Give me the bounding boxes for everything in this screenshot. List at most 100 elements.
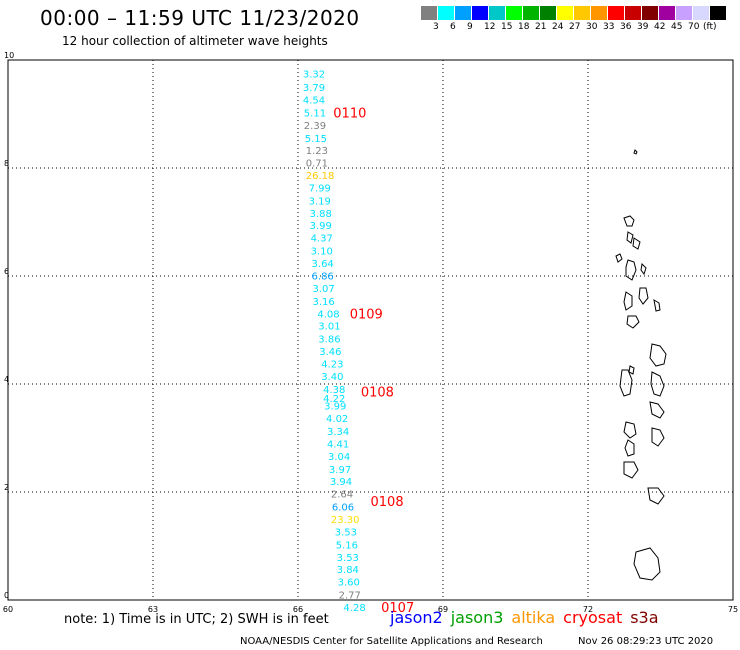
legend-swatch <box>574 6 591 20</box>
legend-swatch <box>659 6 676 20</box>
x-tick-label: 72 <box>583 605 593 614</box>
wave-height-value: 4.08 <box>317 309 339 320</box>
pass-time-label: 0109 <box>350 307 383 322</box>
wave-height-value: 2.39 <box>304 121 326 132</box>
map-grid <box>8 60 733 600</box>
wave-height-value: 4.38 <box>323 385 345 396</box>
wave-height-value: 3.94 <box>330 477 352 488</box>
wave-height-value: 4.22 <box>323 394 345 405</box>
legend-label: 12 <box>484 22 496 32</box>
legend-swatch <box>540 6 557 20</box>
wave-height-value: 5.15 <box>305 134 327 145</box>
legend-label: 18 <box>518 22 530 32</box>
pass-time-label: 0108 <box>361 386 394 401</box>
wave-height-value: 26.18 <box>306 171 335 182</box>
y-tick-label: 6 <box>4 267 9 276</box>
wave-height-value: 3.04 <box>328 452 350 463</box>
wave-height-value: 4.28 <box>343 603 365 614</box>
legend-label: 30 <box>586 22 598 32</box>
legend-swatch <box>693 6 710 20</box>
legend-label: 6 <box>450 22 456 32</box>
legend-label: 15 <box>501 22 513 32</box>
satellite-legend: jason2 jason3 altika cryosat s3a <box>390 608 667 627</box>
y-tick-label: 4 <box>4 375 9 384</box>
legend-label: 42 <box>654 22 666 32</box>
wave-height-value: 4.02 <box>326 414 348 425</box>
satellite-jason3: jason3 <box>450 608 504 627</box>
y-tick-label: 0 <box>4 591 9 600</box>
credit-line: NOAA/NESDIS Center for Satellite Applica… <box>240 636 543 647</box>
wave-height-value: 3.01 <box>318 322 340 333</box>
legend-label: 21 <box>535 22 547 32</box>
wave-height-value: 3.86 <box>318 335 340 346</box>
legend-label: 45 <box>671 22 683 32</box>
page-subtitle: 12 hour collection of altimeter wave hei… <box>62 34 328 48</box>
map-frame <box>7 59 734 601</box>
wave-height-value: 3.99 <box>310 221 332 232</box>
pass-time-label: 0108 <box>371 495 404 510</box>
x-tick-label: 75 <box>728 605 738 614</box>
wave-height-value: 4.37 <box>311 234 333 245</box>
legend-swatch <box>523 6 540 20</box>
y-tick-label: 2 <box>4 483 9 492</box>
wave-height-value: 3.07 <box>313 284 335 295</box>
legend-label: 27 <box>569 22 581 32</box>
pass-labels: 0110 0109 0108 0108 0107 <box>333 106 414 616</box>
satellite-jason2: jason2 <box>390 608 443 627</box>
legend-label: 3 <box>433 22 439 32</box>
legend-swatch <box>438 6 455 20</box>
wave-height-value: 3.19 <box>309 196 331 207</box>
wave-height-value: 3.53 <box>335 527 357 538</box>
wave-height-value: 6.06 <box>332 503 354 514</box>
wave-height-value: 23.30 <box>331 515 360 526</box>
wave-height-value: 3.34 <box>327 427 349 438</box>
wave-height-value: 4.41 <box>327 439 349 450</box>
legend-swatch <box>455 6 472 20</box>
wave-height-value: 4.23 <box>321 359 343 370</box>
wave-height-value: 3.16 <box>313 297 335 308</box>
legend-label: 33 <box>603 22 615 32</box>
wave-height-value: 2.77 <box>339 591 361 602</box>
wave-height-observations: 3.32 3.794.54 5.11 2.39 5.151.23 0.7126.187.9… <box>303 70 366 615</box>
wave-height-value: 3.88 <box>310 209 332 220</box>
wave-height-value: 7.99 <box>309 183 331 194</box>
wave-height-value: 3.40 <box>321 372 343 383</box>
wave-height-value: 0.71 <box>306 159 328 170</box>
legend-label: 39 <box>637 22 649 32</box>
legend-label: 36 <box>620 22 632 32</box>
maldives-islands <box>615 149 667 581</box>
legend-swatch <box>506 6 523 20</box>
wave-height-value: 6.86 <box>312 271 334 282</box>
satellite-cryosat: cryosat <box>563 608 623 627</box>
wave-height-value: 4.54 <box>303 95 325 106</box>
satellite-s3a: s3a <box>630 608 659 627</box>
legend-swatch <box>676 6 693 20</box>
wave-height-value: 3.32 <box>303 70 325 81</box>
x-tick-label: 63 <box>148 605 158 614</box>
wave-height-value: 3.84 <box>337 565 359 576</box>
legend-swatch <box>591 6 608 20</box>
legend-swatch <box>489 6 506 20</box>
legend-swatch <box>557 6 574 20</box>
wave-height-value: 3.99 <box>324 402 346 413</box>
x-tick-label: 60 <box>3 605 13 614</box>
legend-swatch <box>642 6 659 20</box>
legend-label: 9 <box>467 22 473 32</box>
satellite-altika: altika <box>511 608 556 627</box>
wave-height-value: 5.11 <box>304 108 326 119</box>
legend-label: 24 <box>552 22 564 32</box>
legend-swatch <box>710 6 727 20</box>
x-tick-label: 69 <box>438 605 448 614</box>
x-tick-label: 66 <box>293 605 303 614</box>
wave-height-value: 3.46 <box>319 347 341 358</box>
y-tick-label: 10 <box>4 51 14 60</box>
wave-height-value: 5.16 <box>336 540 358 551</box>
wave-height-value: 1.23 <box>306 146 328 157</box>
legend-label: 70 <box>688 22 700 32</box>
wave-height-value: 3.53 <box>337 553 359 564</box>
footer-note: note: 1) Time is in UTC; 2) SWH is in fe… <box>64 612 329 627</box>
wave-height-value: 3.64 <box>312 259 334 270</box>
legend-swatch <box>608 6 625 20</box>
pass-time-label: 0110 <box>333 106 366 121</box>
